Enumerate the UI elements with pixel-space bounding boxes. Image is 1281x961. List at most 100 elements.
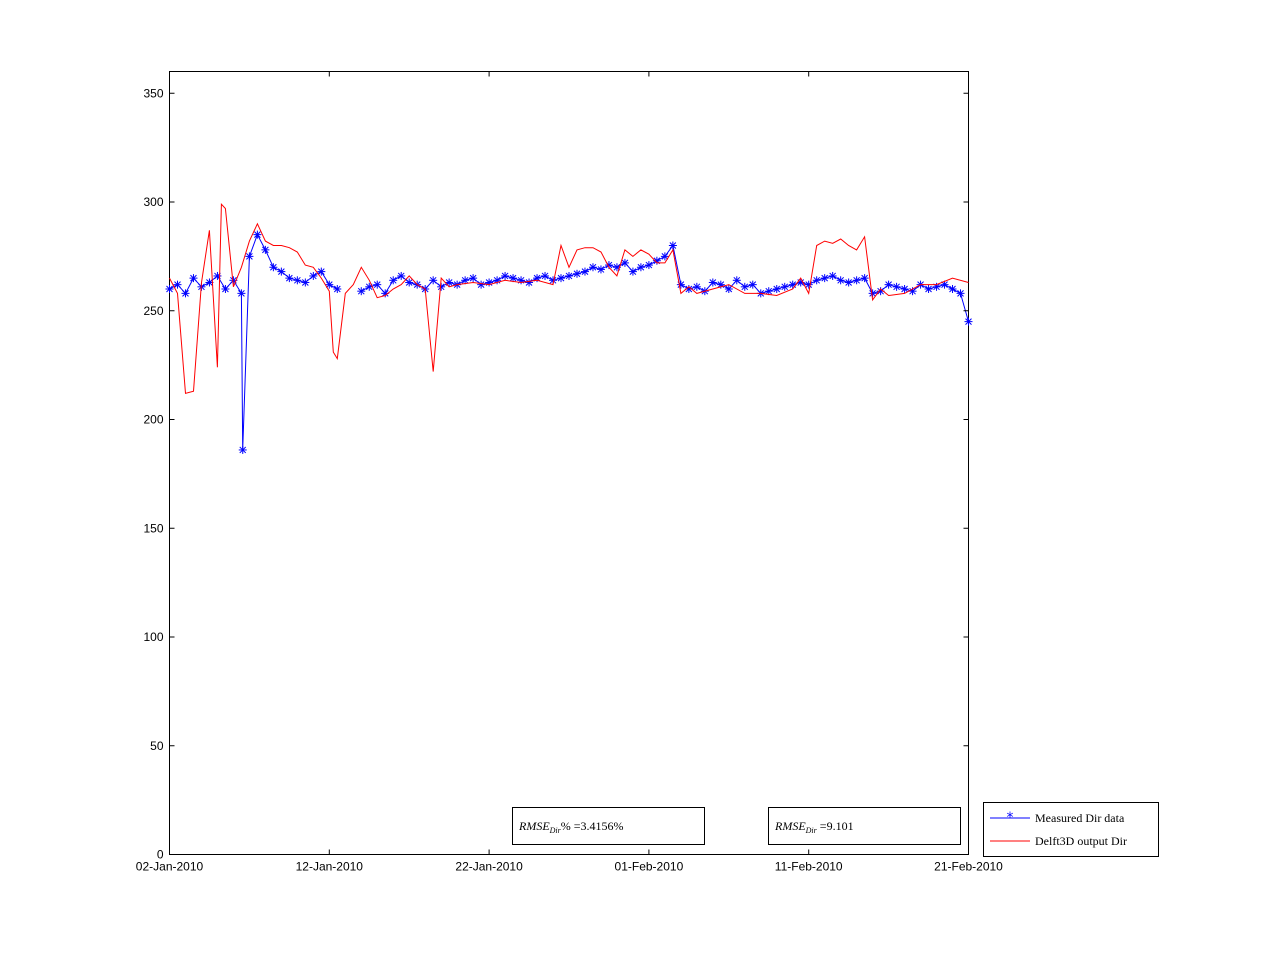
measured-point (636, 263, 645, 272)
measured-point (277, 267, 286, 276)
measured-point (892, 282, 901, 291)
measured-point (708, 278, 717, 287)
measured-point (501, 271, 510, 280)
measured-point (325, 280, 334, 289)
measured-point (852, 276, 861, 285)
measured-point (397, 271, 406, 280)
measured-point (812, 276, 821, 285)
measured-point (940, 280, 949, 289)
rmse-percent-value: 3.4156% (581, 819, 624, 833)
measured-point (828, 271, 837, 280)
measured-point (293, 276, 302, 285)
measured-point (668, 241, 677, 250)
measured-point (165, 285, 174, 293)
y-tick-label: 50 (150, 739, 164, 753)
y-tick-label: 0 (157, 848, 164, 862)
measured-point (900, 285, 909, 293)
series-layer (165, 202, 973, 454)
measured-point (477, 280, 486, 289)
measured-point (572, 269, 581, 278)
measured-point (884, 280, 893, 289)
measured-point (764, 287, 773, 296)
measured-point (868, 289, 877, 298)
measured-point (445, 278, 454, 287)
measured-point (628, 267, 637, 276)
measured-point (860, 274, 869, 283)
x-tick-label: 02-Jan-2010 (136, 860, 204, 874)
legend-measured-label: Measured Dir data (1035, 811, 1125, 825)
legend-measured-marker: * (1007, 810, 1014, 826)
legend-delft-label: Delft3D output Dir (1035, 834, 1127, 848)
measured-point (429, 276, 438, 285)
y-tick-label: 300 (143, 195, 163, 209)
svg-text:RMSEDir% =3.4156%: RMSEDir% =3.4156% (518, 819, 624, 835)
delft3d-series-line (169, 202, 969, 395)
measured-point (245, 252, 254, 261)
measured-point (676, 280, 685, 289)
rmse-subscript: Dir (805, 826, 818, 835)
rmse-label: RMSE (774, 819, 806, 833)
measured-point (844, 278, 853, 287)
measured-point (469, 274, 478, 283)
measured-point (908, 287, 917, 296)
rmse-suffix: = (817, 819, 827, 833)
measured-point (780, 282, 789, 291)
rmse-percent-box: RMSEDir% =3.4156% (512, 807, 705, 845)
measured-point (740, 282, 749, 291)
rmse-box: RMSEDir =9.101 (768, 807, 961, 845)
measured-point (924, 285, 933, 293)
measured-point (517, 276, 526, 285)
measured-point (772, 285, 781, 293)
measured-point (238, 445, 247, 454)
y-tick-label: 150 (143, 521, 163, 535)
measured-point (820, 274, 829, 283)
measured-point (189, 274, 198, 283)
measured-point (317, 267, 326, 276)
measured-point (660, 252, 669, 261)
measured-point (932, 282, 941, 291)
measured-point (357, 287, 366, 296)
measured-point (964, 317, 973, 326)
measured-point (644, 261, 653, 270)
measured-point (692, 282, 701, 291)
measured-point (437, 282, 446, 291)
x-tick-label: 21-Feb-2010 (934, 860, 1003, 874)
measured-point (588, 263, 597, 272)
measured-point (213, 271, 222, 280)
measured-point (836, 276, 845, 285)
axes-frame (169, 71, 969, 855)
measured-point (301, 278, 310, 287)
x-tick-label: 22-Jan-2010 (455, 860, 523, 874)
measured-point (237, 289, 246, 298)
measured-point (309, 271, 318, 280)
y-tick-label: 250 (143, 304, 163, 318)
measured-point (253, 230, 262, 239)
y-tick-label: 100 (143, 630, 163, 644)
measured-point (948, 285, 957, 293)
x-tick-label: 01-Feb-2010 (615, 860, 684, 874)
y-tick-label: 200 (143, 413, 163, 427)
measured-point (381, 289, 390, 298)
legend: * Measured Dir data Delft3D output Dir (983, 802, 1159, 857)
measured-point (373, 280, 382, 289)
rmse-value: 9.101 (827, 819, 854, 833)
measured-point (724, 285, 733, 293)
measured-point (580, 267, 589, 276)
measured-point (173, 280, 182, 289)
measured-point (333, 285, 342, 293)
measured-point (652, 256, 661, 265)
measured-point (221, 285, 230, 293)
measured-point (389, 276, 398, 285)
measured-point (525, 278, 534, 287)
x-tick-label: 12-Jan-2010 (296, 860, 364, 874)
plot-area: 0 50 100 150 200 250 300 350 02-Jan-2010 12-Jan-2… (136, 71, 1003, 874)
measured-point (405, 278, 414, 287)
measured-point (557, 274, 566, 283)
ticks-layer: 0 50 100 150 200 250 300 350 02-Jan-2010 12-Jan-2… (136, 71, 1003, 874)
measured-point (261, 245, 270, 254)
measured-point (509, 274, 518, 283)
rmse-percent-label: RMSE (518, 819, 550, 833)
measured-point (596, 265, 605, 274)
measured-point (732, 276, 741, 285)
measured-point (269, 263, 278, 272)
